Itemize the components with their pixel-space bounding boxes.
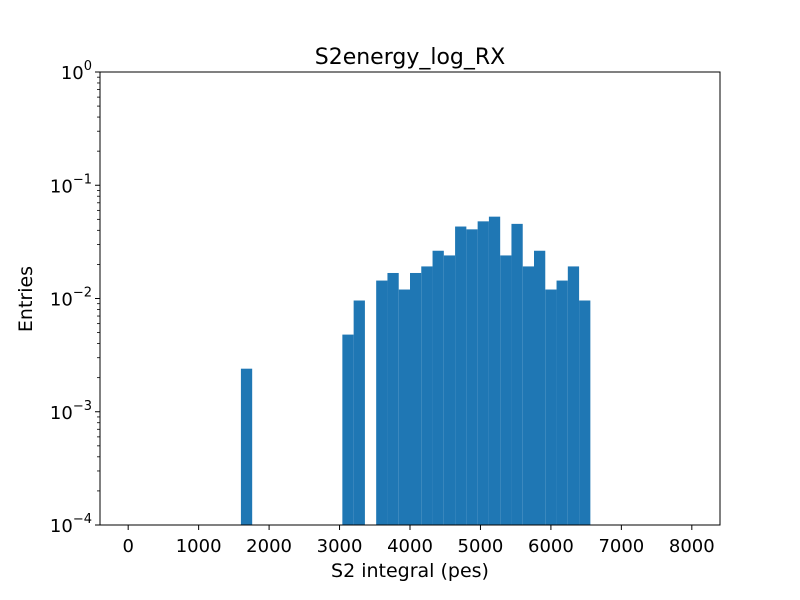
y-tick-label: 10−2 [50,286,92,311]
histogram-bar-19 [556,280,568,525]
histogram-bar-21 [579,300,591,525]
histogram-bar-0 [240,368,253,525]
histogram-bar-17 [534,250,546,525]
x-tick-label: 7000 [598,536,644,557]
y-tick-label: 10−1 [50,172,92,197]
histogram-bar-5 [398,289,410,525]
x-axis-label: S2 integral (pes) [331,560,489,582]
x-tick-label: 2000 [246,536,292,557]
histogram-bar-16 [522,266,534,525]
histogram-bar-1 [342,334,354,525]
histogram-bar-15 [511,223,523,525]
histogram-bar-18 [545,289,557,525]
histogram-bar-11 [466,229,478,525]
y-tick-label: 100 [61,59,92,84]
histogram-bar-3 [376,280,388,525]
histogram-bar-14 [500,255,512,525]
x-tick-label: 5000 [458,536,504,557]
y-axis-label: Entries [15,266,37,332]
histogram-bar-7 [421,266,433,525]
histogram-bar-9 [443,255,456,525]
x-axis-ticks: 0 1000 2000 3000 4000 5000 6000 7000 8000 [122,525,715,557]
histogram-bar-2 [353,300,365,525]
chart-title: S2energy_log_RX [315,45,506,70]
x-tick-label: 1000 [176,536,222,557]
histogram-bar-10 [455,226,467,525]
y-tick-label: 10−3 [50,399,92,424]
bars-group [240,216,591,525]
histogram-bar-8 [432,250,444,525]
x-tick-label: 4000 [387,536,433,557]
x-tick-label: 6000 [528,536,574,557]
y-axis-ticks: 10−4 10−3 10−2 10−1 100 [50,59,100,537]
y-tick-label: 10−4 [50,512,92,537]
histogram-bar-6 [410,272,422,525]
x-tick-label: 3000 [317,536,363,557]
plot-frame [99,71,721,526]
x-tick-label: 0 [122,536,133,557]
x-tick-label: 8000 [669,536,715,557]
histogram-bar-13 [488,216,501,525]
histogram-bar-12 [477,221,489,525]
histogram-bar-4 [387,272,399,525]
histogram-bar-20 [567,266,580,525]
